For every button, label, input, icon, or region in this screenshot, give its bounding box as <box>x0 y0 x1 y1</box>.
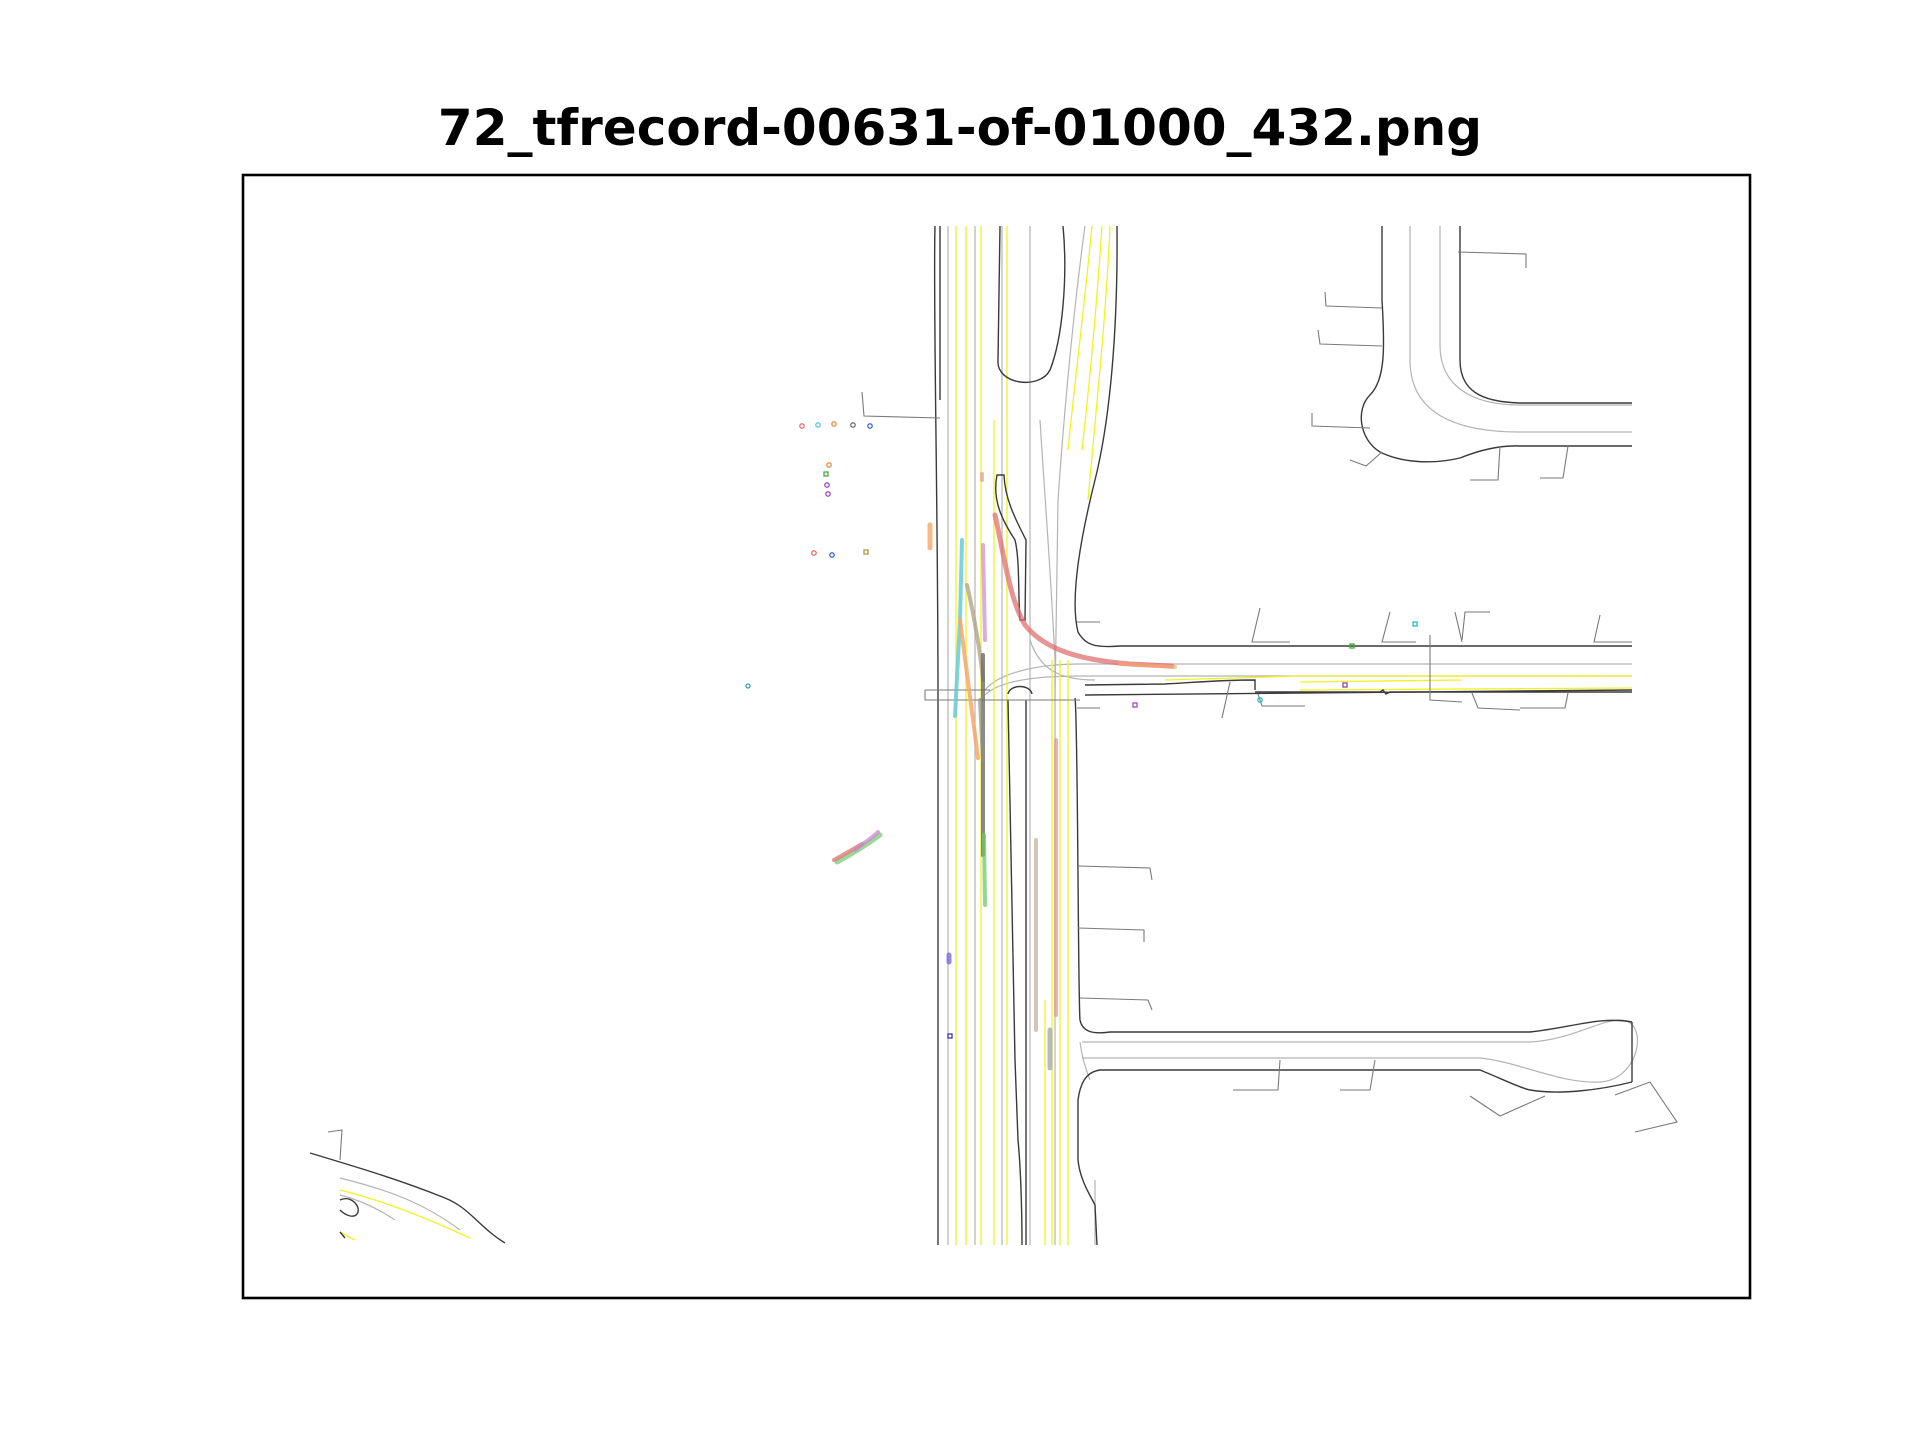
marker-green-sq-2 <box>1349 643 1355 649</box>
marker-olive-sq <box>863 549 869 555</box>
road-edges <box>309 225 1633 1246</box>
marker-orange-2 <box>826 462 832 468</box>
marker-cyan-2 <box>1257 697 1263 703</box>
agent-markers <box>745 421 1418 1039</box>
trajectory-purple-diag <box>853 830 880 852</box>
trajectory-red-turn <box>992 512 1175 669</box>
marker-cyan-sq <box>1412 621 1418 627</box>
figure-title: 72_tfrecord-00631-of-01000_432.png <box>437 99 1483 157</box>
marker-orange <box>831 421 837 427</box>
marker-pink-2 <box>811 550 817 556</box>
marker-purple-2 <box>825 491 831 497</box>
marker-purple-sq-2 <box>1132 702 1138 708</box>
marker-navy-sq <box>947 1033 953 1039</box>
marker-purple-sq <box>1342 682 1348 688</box>
agent-trajectories <box>832 472 1177 1071</box>
trajectory-pink <box>981 543 987 642</box>
marker-cyan <box>815 422 821 428</box>
marker-gray <box>850 422 856 428</box>
marker-teal <box>745 683 751 689</box>
trajectory-orange-turn-tail <box>1118 662 1177 669</box>
trajectory-green <box>982 833 987 907</box>
trajectory-gray <box>978 698 985 762</box>
driveways <box>327 251 1678 1161</box>
marker-purple <box>824 482 830 488</box>
marker-blue-2 <box>829 552 835 558</box>
plot-frame <box>241 173 1752 1300</box>
lane-markings <box>339 225 1633 1245</box>
trajectory-orange-long <box>958 618 980 760</box>
marker-blue <box>867 423 873 429</box>
marker-green-sq <box>823 471 829 477</box>
marker-pink <box>799 423 805 429</box>
lane-centers <box>339 225 1638 1245</box>
